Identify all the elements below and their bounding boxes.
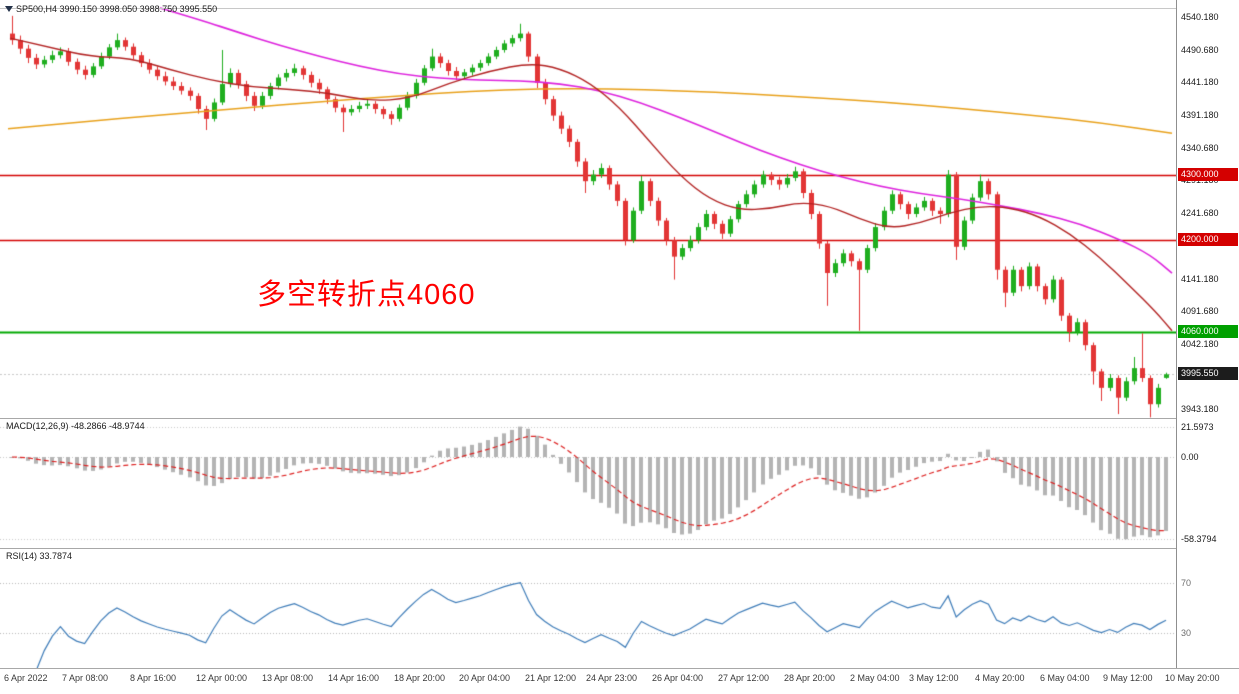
price-tick-label: 4091.680	[1181, 306, 1219, 317]
time-axis-label: 14 Apr 16:00	[328, 673, 380, 683]
price-tick-label: 4441.180	[1181, 77, 1219, 87]
macd-scale-label: 21.5973	[1181, 421, 1214, 432]
time-axis-label: 13 Apr 08:00	[262, 673, 314, 683]
price-tick-label: 4042.180	[1181, 338, 1219, 349]
pane-separator[interactable]	[0, 668, 1239, 669]
rsi-level-label: 30	[1181, 628, 1192, 638]
pane-separator[interactable]	[0, 548, 1239, 549]
time-axis-label: 7 Apr 08:00	[62, 673, 109, 683]
time-axis-label: 21 Apr 12:00	[525, 673, 577, 683]
price-axis[interactable]: 4540.180 4490.680 4441.180 4391.180 4340.680…	[1176, 0, 1239, 668]
macd-scale-label: 0.00	[1181, 452, 1199, 463]
time-axis-label: 27 Apr 12:00	[718, 673, 770, 683]
time-axis-label: 12 Apr 00:00	[196, 673, 248, 683]
rsi-pane-canvas[interactable]	[0, 548, 1176, 668]
rsi-level-label: 70	[1181, 578, 1192, 588]
one-click-trading-expander-icon[interactable]	[5, 6, 13, 12]
macd-pane-canvas[interactable]	[0, 418, 1176, 548]
time-axis-label: 18 Apr 20:00	[394, 673, 446, 683]
chart-top-frame	[0, 8, 1239, 9]
price-tick-label: 4241.680	[1181, 207, 1219, 218]
time-axis-label: 6 Apr 2022	[4, 673, 48, 683]
pane-separator[interactable]	[0, 418, 1239, 419]
time-axis-label: 4 May 20:00	[975, 673, 1025, 683]
price-chart-canvas[interactable]	[0, 0, 1176, 418]
price-level-badge: 4300.000	[1178, 167, 1238, 181]
time-axis-label: 28 Apr 20:00	[784, 673, 836, 683]
symbol-ohlc-label: SP500,H4 3990.150 3998.050 3988.750 3995…	[16, 4, 218, 14]
time-axis-label: 9 May 12:00	[1103, 673, 1153, 683]
price-tick-label: 4391.180	[1181, 109, 1219, 120]
price-tick-label: 4141.180	[1181, 273, 1219, 284]
current-price-badge: 3995.550	[1178, 367, 1238, 381]
time-axis-label: 20 Apr 04:00	[459, 673, 511, 683]
rsi-indicator-label: RSI(14) 33.7874	[6, 551, 73, 561]
price-tick-label: 4490.680	[1181, 44, 1219, 55]
chart-annotation-text[interactable]: 多空转折点4060	[257, 279, 476, 311]
time-axis-label: 8 Apr 16:00	[130, 673, 177, 683]
time-axis[interactable]: 6 Apr 2022 7 Apr 08:00 8 Apr 16:00 12 Apr 0…	[0, 669, 1239, 694]
macd-scale-label: -58.3794	[1181, 534, 1217, 545]
price-tick-label: 4340.680	[1181, 142, 1219, 153]
price-tick-label: 3943.180	[1181, 403, 1219, 414]
time-axis-label: 2 May 04:00	[850, 673, 900, 683]
macd-indicator-label: MACD(12,26,9) -48.2866 -48.9744	[6, 421, 145, 431]
price-level-badge: 4060.000	[1178, 325, 1238, 339]
time-axis-label: 10 May 20:00	[1165, 673, 1220, 683]
time-axis-label: 24 Apr 23:00	[586, 673, 638, 683]
time-axis-label: 6 May 04:00	[1040, 673, 1090, 683]
price-level-badge: 4200.000	[1178, 233, 1238, 247]
time-axis-label: 26 Apr 04:00	[652, 673, 704, 683]
time-axis-label: 3 May 12:00	[909, 673, 959, 683]
price-tick-label: 4540.180	[1181, 12, 1219, 23]
